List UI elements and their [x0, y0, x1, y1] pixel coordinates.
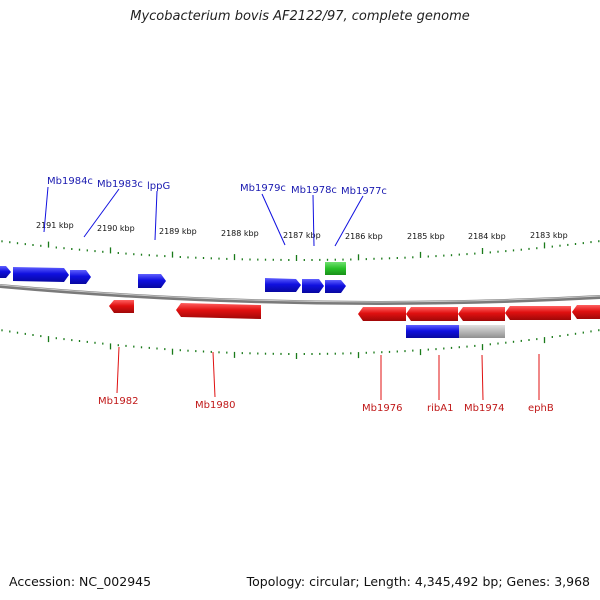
topology-text: Topology: circular; Length: 4,345,492 bp… [246, 574, 590, 589]
gene-label-Mb1974[interactable]: Mb1974 [464, 403, 504, 414]
upper-tick-ruler [1, 240, 600, 261]
gene-label-Mb1983c[interactable]: Mb1983c [97, 179, 143, 190]
forward-gene-block[interactable] [406, 325, 459, 338]
gene-leader-line [481, 354, 484, 401]
forward-gene-arrow[interactable] [0, 266, 11, 278]
gene-label-Mb1978c[interactable]: Mb1978c [291, 185, 337, 196]
ruler-label-2183: 2183 kbp [530, 231, 568, 240]
forward-gene-arrow[interactable] [138, 274, 166, 288]
reverse-gene-arrow[interactable] [505, 306, 571, 320]
gene-label-Mb1979c[interactable]: Mb1979c [240, 183, 286, 194]
gene-leader-line [334, 195, 364, 247]
gene-label-Mb1980[interactable]: Mb1980 [195, 400, 235, 411]
reverse-gene-arrow[interactable] [176, 303, 261, 319]
gene-label-Mb1982[interactable]: Mb1982 [98, 396, 138, 407]
reverse-gene-arrow[interactable] [572, 305, 600, 319]
ruler-label-2191: 2191 kbp [36, 221, 74, 230]
accession-text: Accession: NC_002945 [9, 574, 152, 589]
gene-label-ribA1[interactable]: ribA1 [427, 403, 453, 414]
gene-label-Mb1984c[interactable]: Mb1984c [47, 176, 93, 187]
gene-leader-line [154, 190, 158, 241]
gene-leader-line [261, 193, 286, 246]
ruler-label-2185: 2185 kbp [407, 232, 445, 241]
ruler-label-2188: 2188 kbp [221, 229, 259, 238]
forward-gene-arrow[interactable] [70, 270, 91, 284]
ruler-label-2189: 2189 kbp [159, 227, 197, 236]
ruler-label-2184: 2184 kbp [468, 232, 506, 241]
gene-label-Mb1977c[interactable]: Mb1977c [341, 186, 387, 197]
rna-gene-block[interactable] [325, 262, 346, 275]
lower-tick-ruler [1, 329, 600, 359]
gene-leader-line [83, 188, 120, 238]
genome-backbone-highlight [0, 284, 600, 303]
forward-gene-arrow[interactable] [302, 279, 324, 293]
gene-leader-line [43, 186, 49, 233]
gene-label-ephB[interactable]: ephB [528, 403, 554, 414]
gene-label-lppG[interactable]: lppG [147, 181, 170, 192]
other-feature-block[interactable] [459, 325, 505, 338]
gene-label-Mb1976[interactable]: Mb1976 [362, 403, 402, 414]
reverse-gene-arrow[interactable] [406, 307, 458, 321]
ruler-label-2186: 2186 kbp [345, 232, 383, 241]
gene-leader-line [116, 346, 120, 394]
forward-gene-arrow[interactable] [325, 280, 346, 293]
reverse-gene-arrow[interactable] [458, 307, 505, 321]
ruler-label-2190: 2190 kbp [97, 224, 135, 233]
map-title: Mycobacterium bovis AF2122/97, complete … [130, 9, 470, 24]
forward-gene-arrow[interactable] [265, 278, 301, 292]
ruler-label-2187: 2187 kbp [283, 231, 321, 240]
gene-leader-line [312, 194, 315, 247]
reverse-gene-arrow[interactable] [109, 300, 134, 313]
gene-leader-line [212, 351, 216, 398]
forward-gene-arrow[interactable] [13, 267, 69, 282]
genome-backbone [0, 284, 600, 305]
reverse-gene-arrow[interactable] [358, 307, 406, 321]
